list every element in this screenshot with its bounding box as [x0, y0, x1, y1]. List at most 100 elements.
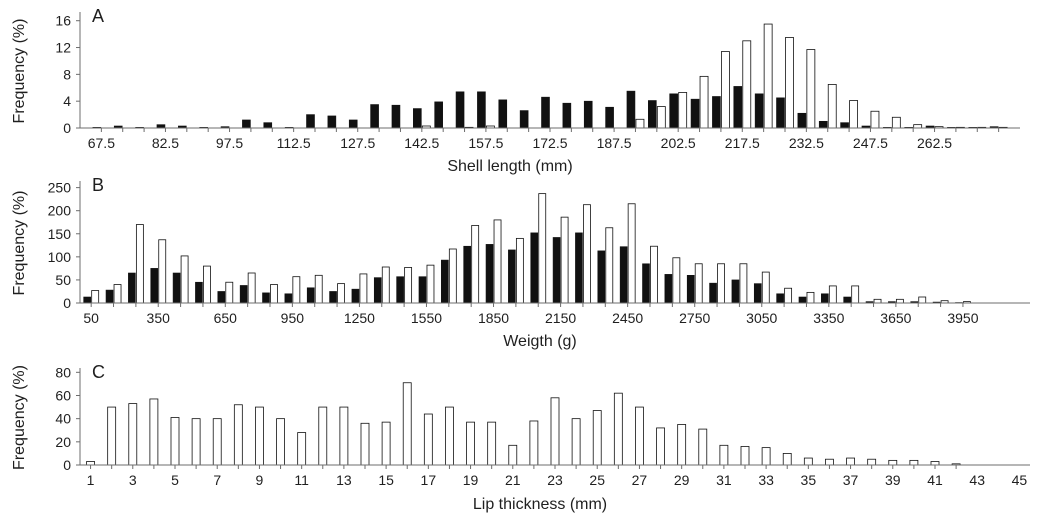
- bar-light: [827, 84, 837, 129]
- bar-dark: [776, 293, 784, 304]
- bar-dark: [690, 98, 700, 129]
- x-tick-label: 25: [589, 472, 605, 488]
- bar-light: [825, 458, 834, 466]
- bar-dark: [575, 232, 583, 304]
- y-tick-label: 12: [55, 40, 71, 56]
- bar-dark: [798, 296, 807, 304]
- bar-light: [721, 51, 730, 129]
- bar-dark: [239, 285, 248, 304]
- x-tick-label: 202.5: [661, 135, 696, 151]
- x-tick-label: 82.5: [152, 135, 179, 151]
- bar-light: [761, 271, 770, 304]
- y-axis-title: Frequency (%): [11, 19, 28, 124]
- panel-a: 0 4 8 12 16 67.5 82.5 97.5 112.5 127.5 142.5 157.5 1…: [11, 6, 1020, 175]
- bar-light: [149, 398, 159, 466]
- bar-light: [402, 382, 412, 466]
- x-tick-label: 1850: [478, 310, 509, 326]
- bar-dark: [150, 268, 159, 304]
- x-tick-label: 7: [213, 472, 221, 488]
- x-tick-label: 67.5: [88, 135, 115, 151]
- x-tick-label: 45: [1012, 472, 1028, 488]
- x-tick-label: 17: [421, 472, 437, 488]
- x-tick-label: 1250: [344, 310, 375, 326]
- bar-light: [656, 106, 666, 129]
- bar-dark: [605, 106, 614, 129]
- bar-light: [761, 447, 771, 466]
- x-tick-label: 2750: [679, 310, 710, 326]
- bar-light: [560, 216, 569, 304]
- bar-light: [508, 444, 518, 466]
- x-axis-title: Shell length (mm): [447, 158, 572, 175]
- bar-light: [806, 291, 815, 304]
- bar-light: [698, 428, 708, 466]
- bar-light: [515, 237, 524, 304]
- bar-dark: [441, 259, 449, 304]
- x-tick-label: 3950: [947, 310, 978, 326]
- bar-dark: [242, 119, 251, 129]
- bar-dark: [619, 246, 628, 304]
- bar-light: [212, 418, 222, 466]
- bar-light: [445, 406, 454, 466]
- bar-dark: [418, 276, 427, 304]
- bar-light: [742, 40, 752, 129]
- bar-dark: [348, 119, 358, 129]
- panel-b: 0 50 100 150 200 250 50 350 650 950 1250 1550 1850 21…: [11, 175, 1030, 350]
- bar-light: [128, 403, 138, 466]
- y-axis-title: Frequency (%): [11, 365, 28, 470]
- bar-dark: [642, 263, 650, 304]
- x-tick-label: 650: [214, 310, 238, 326]
- x-tick-label: 1: [87, 472, 95, 488]
- bar-light: [107, 406, 117, 466]
- bar-light: [426, 264, 435, 304]
- bar-dark: [508, 249, 516, 304]
- bar-light: [613, 392, 623, 466]
- bar-light: [739, 263, 748, 304]
- y-tick-label: 0: [63, 120, 71, 136]
- x-tick-label: 2450: [612, 310, 643, 326]
- bar-light: [487, 421, 497, 466]
- bar-dark: [686, 275, 695, 304]
- x-tick-label: 1550: [411, 310, 442, 326]
- bar-dark: [797, 112, 807, 129]
- bar-light: [678, 92, 688, 129]
- y-tick-label: 0: [63, 295, 71, 311]
- bar-light: [448, 248, 457, 304]
- bar-dark: [664, 274, 673, 304]
- bar-dark: [477, 91, 486, 129]
- x-axis-title: Weigth (g): [503, 333, 577, 350]
- bar-dark: [519, 110, 529, 129]
- bar-light: [255, 406, 264, 466]
- y-tick-label: 100: [48, 249, 72, 265]
- y-tick-label: 250: [48, 180, 72, 196]
- bar-light: [529, 420, 539, 466]
- x-tick-label: 11: [294, 472, 309, 488]
- bar-dark: [83, 296, 91, 304]
- bar-dark: [485, 244, 494, 304]
- bar-light: [360, 422, 370, 466]
- x-tick-label: 3: [129, 472, 137, 488]
- bar-light: [719, 444, 729, 466]
- bar-light: [895, 298, 904, 304]
- bar-light: [466, 421, 475, 466]
- bar-light: [86, 461, 95, 466]
- bar-dark: [263, 122, 273, 129]
- bar-light: [694, 263, 703, 304]
- bar-light: [592, 410, 602, 466]
- bar-light: [135, 224, 144, 304]
- bar-light: [888, 459, 898, 466]
- y-tick-label: 150: [48, 226, 72, 242]
- x-tick-label: 3050: [746, 310, 777, 326]
- bar-dark: [391, 104, 401, 129]
- bar-light: [423, 413, 433, 466]
- x-tick-label: 127.5: [340, 135, 375, 151]
- bar-light: [918, 296, 927, 304]
- bar-light: [867, 458, 877, 466]
- bar-dark: [396, 276, 404, 304]
- bar-dark: [434, 101, 443, 129]
- bar-light: [635, 406, 644, 466]
- x-tick-label: 21: [505, 472, 521, 488]
- bar-light: [276, 418, 285, 466]
- bar-dark: [731, 279, 740, 304]
